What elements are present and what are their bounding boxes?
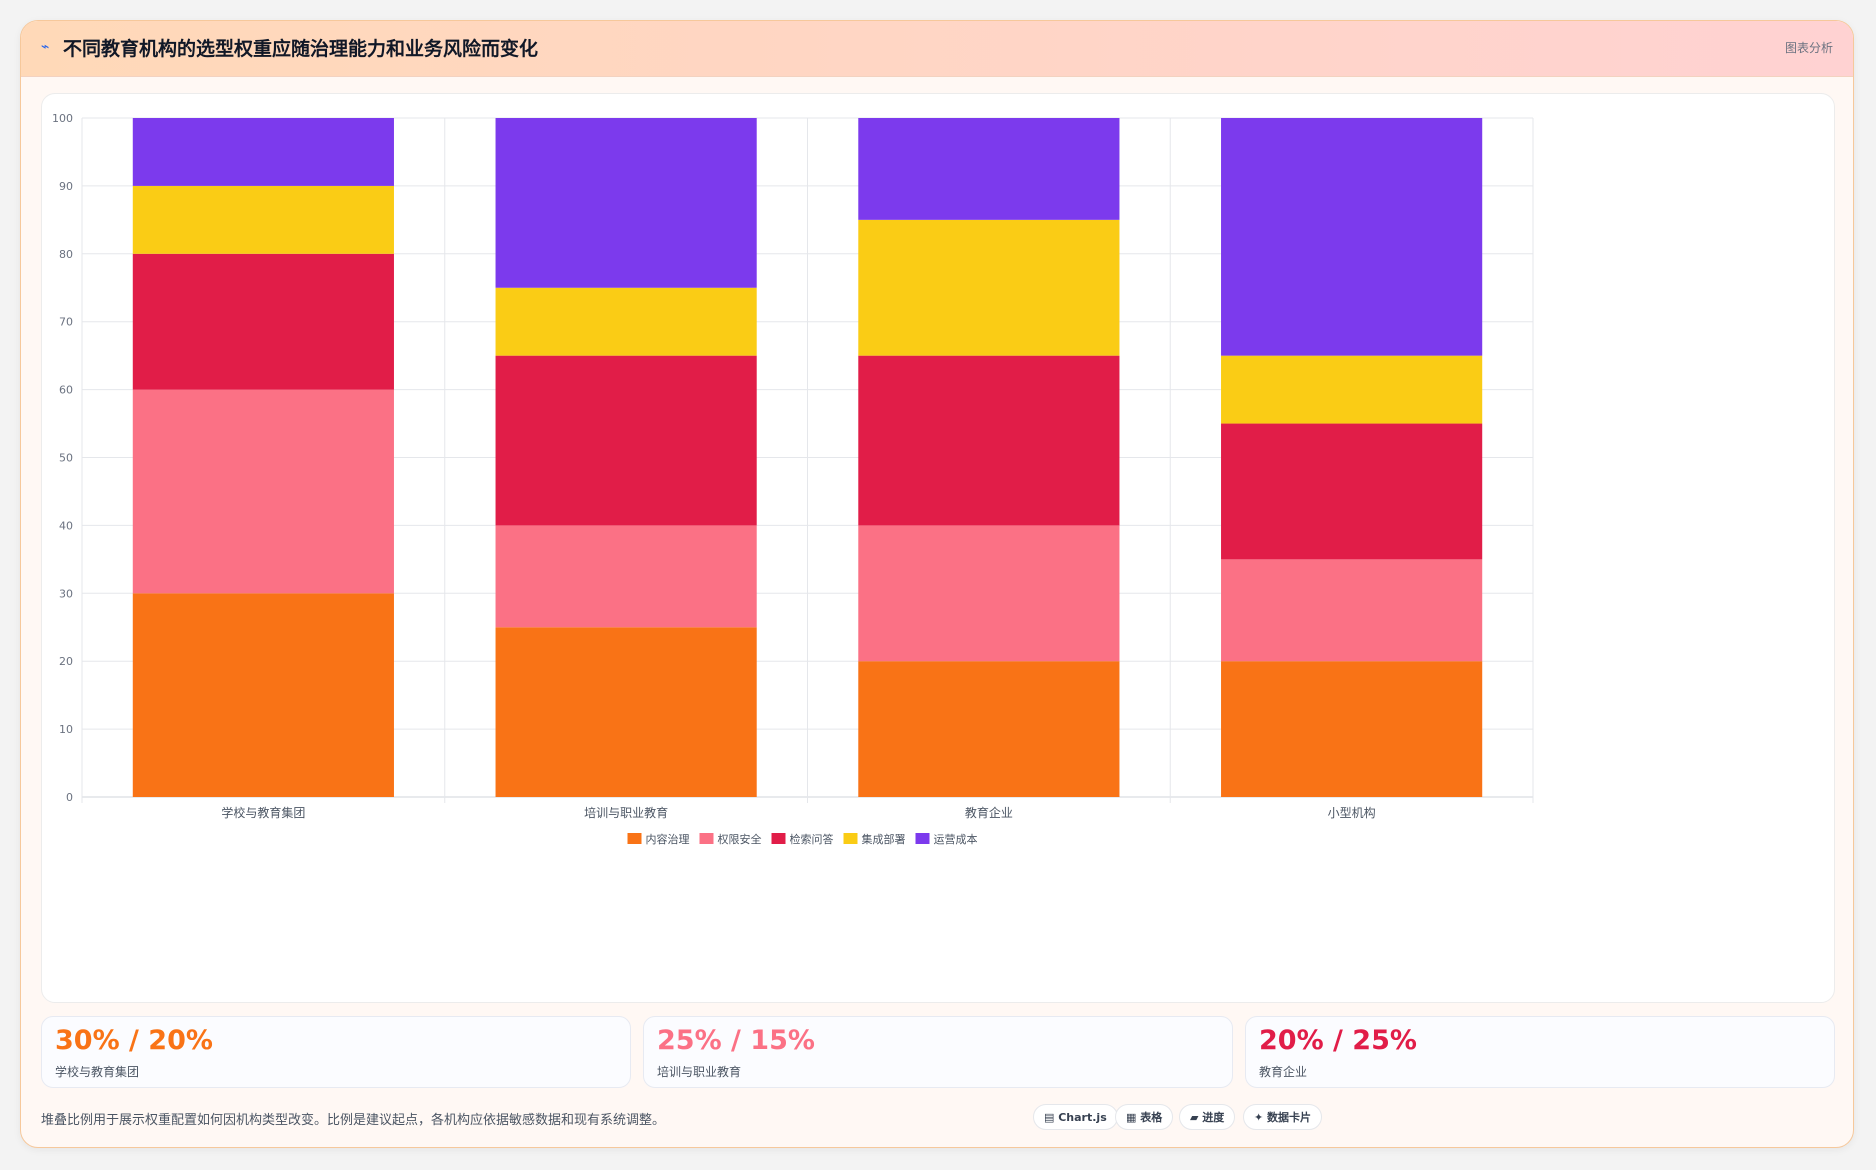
y-tick-label: 0 <box>66 791 73 804</box>
legend-swatch <box>699 833 714 844</box>
stat-value: 20% / 25% <box>1259 1025 1417 1056</box>
tag-label: Chart.js <box>1058 1111 1107 1124</box>
bar-segment <box>132 389 394 594</box>
stat-value: 30% / 20% <box>55 1025 213 1056</box>
page-title: 不同教育机构的选型权重应随治理能力和业务风险而变化 <box>63 38 539 60</box>
y-tick-label: 30 <box>59 587 73 600</box>
stacked-bar-chart: 0 10 20 30 40 50 60 70 80 90 100 学校与教育集团 培训与职业教育 教育企业… <box>52 112 1534 846</box>
bar-segment <box>495 118 757 288</box>
y-tick-label: 20 <box>59 655 73 668</box>
x-tick-label: 培训与职业教育 <box>584 805 668 820</box>
bar-segment <box>858 118 1120 220</box>
tag-label: 表格 <box>1140 1111 1163 1124</box>
bar-segment <box>1221 559 1483 662</box>
tag-progress[interactable]: ▰ 进度 <box>1179 1104 1236 1130</box>
y-tick-label: 90 <box>59 180 73 193</box>
legend-swatch <box>771 833 786 844</box>
y-tick-label: 40 <box>59 519 73 532</box>
legend-label: 运营成本 <box>934 832 978 846</box>
tag-label: 进度 <box>1202 1111 1225 1124</box>
legend-swatch <box>627 833 642 844</box>
bar-segment <box>495 287 757 356</box>
chart-card: ⌁ 不同教育机构的选型权重应随治理能力和业务风险而变化 图表分析 0 10 20 30… <box>20 20 1854 1148</box>
bar-segment <box>495 627 757 797</box>
bar-segment <box>858 661 1120 797</box>
y-tick-label: 70 <box>59 316 73 329</box>
tag-label: 数据卡片 <box>1267 1111 1312 1124</box>
y-tick-label: 80 <box>59 248 73 261</box>
tag-table[interactable]: ▦ 表格 <box>1115 1104 1174 1130</box>
wave-icon: ⌁ <box>41 39 50 55</box>
bar-segment <box>132 118 394 186</box>
stat-label: 培训与职业教育 <box>657 1065 742 1079</box>
table-icon: ▦ <box>1126 1111 1141 1124</box>
bar-segment <box>1221 355 1483 424</box>
legend-label: 检索问答 <box>790 832 834 846</box>
y-tick-label: 100 <box>52 112 73 125</box>
bar-segment <box>132 185 394 254</box>
stat-card-3: 20% / 25% 教育企业 <box>1245 1016 1835 1088</box>
legend-label: 内容治理 <box>646 832 690 846</box>
bar-segment <box>495 355 757 526</box>
tag-chartjs[interactable]: ▤ Chart.js <box>1033 1104 1118 1130</box>
stat-label: 教育企业 <box>1259 1065 1308 1079</box>
legend-label: 权限安全 <box>718 832 762 846</box>
x-tick-label: 小型机构 <box>1328 805 1376 820</box>
y-tick-label: 10 <box>59 723 73 736</box>
legend-swatch <box>915 833 930 844</box>
stat-label: 学校与教育集团 <box>55 1065 140 1079</box>
stat-card-1: 30% / 20% 学校与教育集团 <box>41 1016 631 1088</box>
y-tick-label: 60 <box>59 384 73 397</box>
bar-segment <box>495 525 757 628</box>
y-tick-label: 50 <box>59 452 73 465</box>
stat-value: 25% / 15% <box>657 1025 815 1056</box>
bar-segment <box>132 593 394 797</box>
bar-segment <box>858 525 1120 662</box>
x-tick-label: 学校与教育集团 <box>221 805 305 820</box>
card-header: ⌁ 不同教育机构的选型权重应随治理能力和业务风险而变化 图表分析 <box>21 21 1853 77</box>
bar-segment <box>1221 423 1483 560</box>
footnote: 堆叠比例用于展示权重配置如何因机构类型改变。比例是建议起点，各机构应依据敏感数据… <box>41 1113 666 1128</box>
chart-icon: ▤ <box>1044 1111 1059 1124</box>
chart-analysis-link[interactable]: 图表分析 <box>1784 41 1833 55</box>
bar-segment <box>132 253 394 390</box>
bar-segment <box>858 355 1120 526</box>
x-tick-label: 教育企业 <box>965 805 1013 820</box>
sparkle-icon: ✦ <box>1254 1111 1268 1124</box>
legend-label: 集成部署 <box>862 832 906 846</box>
bar-segment <box>858 219 1120 356</box>
legend-swatch <box>843 833 858 844</box>
stat-card-2: 25% / 15% 培训与职业教育 <box>643 1016 1233 1088</box>
progress-icon: ▰ <box>1190 1111 1203 1124</box>
tag-data-card[interactable]: ✦ 数据卡片 <box>1243 1104 1323 1130</box>
chart-panel: 0 10 20 30 40 50 60 70 80 90 100 学校与教育集团 培训与职业教育 教育企业… <box>41 93 1835 1003</box>
bar-segment <box>1221 661 1483 797</box>
bar-segment <box>1221 118 1483 356</box>
